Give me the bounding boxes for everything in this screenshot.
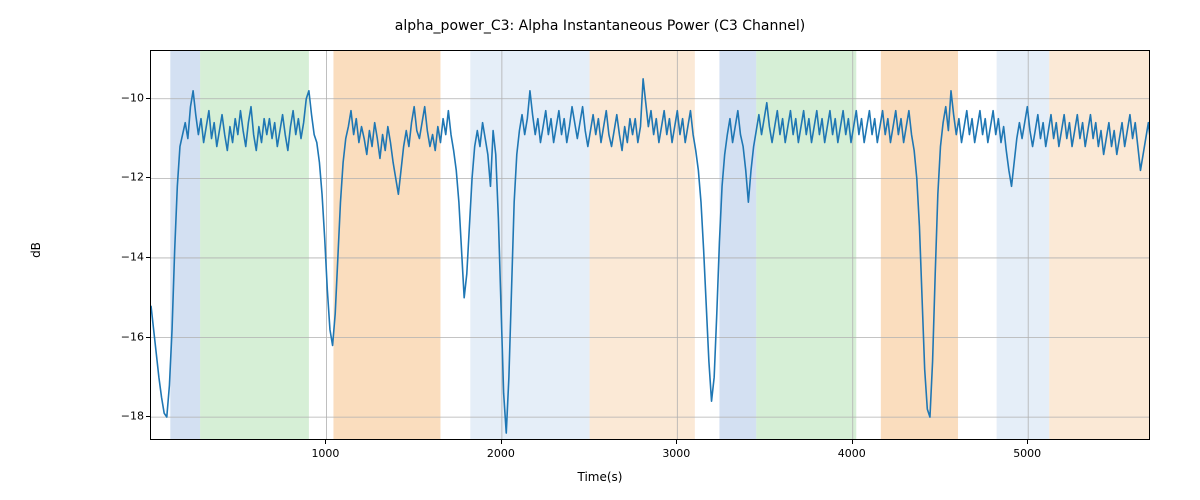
- shaded-region: [200, 51, 309, 440]
- figure: alpha_power_C3: Alpha Instantaneous Powe…: [0, 0, 1200, 500]
- y-tick-label: −12: [110, 171, 144, 184]
- shaded-region: [1049, 51, 1150, 440]
- shaded-region: [756, 51, 856, 440]
- x-tick-label: 1000: [311, 447, 339, 460]
- x-tick-label: 5000: [1013, 447, 1041, 460]
- y-tick-mark: [146, 416, 150, 417]
- shaded-region: [719, 51, 756, 440]
- y-tick-mark: [146, 177, 150, 178]
- x-tick-mark: [325, 440, 326, 444]
- shaded-region: [590, 51, 695, 440]
- x-tick-mark: [1027, 440, 1028, 444]
- x-tick-label: 2000: [487, 447, 515, 460]
- x-tick-mark: [501, 440, 502, 444]
- y-tick-label: −16: [110, 330, 144, 343]
- y-tick-mark: [146, 98, 150, 99]
- y-tick-label: −10: [110, 91, 144, 104]
- y-tick-label: −18: [110, 410, 144, 423]
- y-tick-mark: [146, 337, 150, 338]
- y-tick-mark: [146, 257, 150, 258]
- y-axis-label: dB: [29, 242, 43, 258]
- y-tick-label: −14: [110, 250, 144, 263]
- plot-svg: [151, 51, 1150, 440]
- x-tick-label: 3000: [662, 447, 690, 460]
- chart-title: alpha_power_C3: Alpha Instantaneous Powe…: [0, 18, 1200, 34]
- shaded-region: [997, 51, 1050, 440]
- x-tick-mark: [676, 440, 677, 444]
- x-tick-mark: [852, 440, 853, 444]
- plot-area: [150, 50, 1150, 440]
- x-axis-label: Time(s): [0, 470, 1200, 484]
- x-tick-label: 4000: [838, 447, 866, 460]
